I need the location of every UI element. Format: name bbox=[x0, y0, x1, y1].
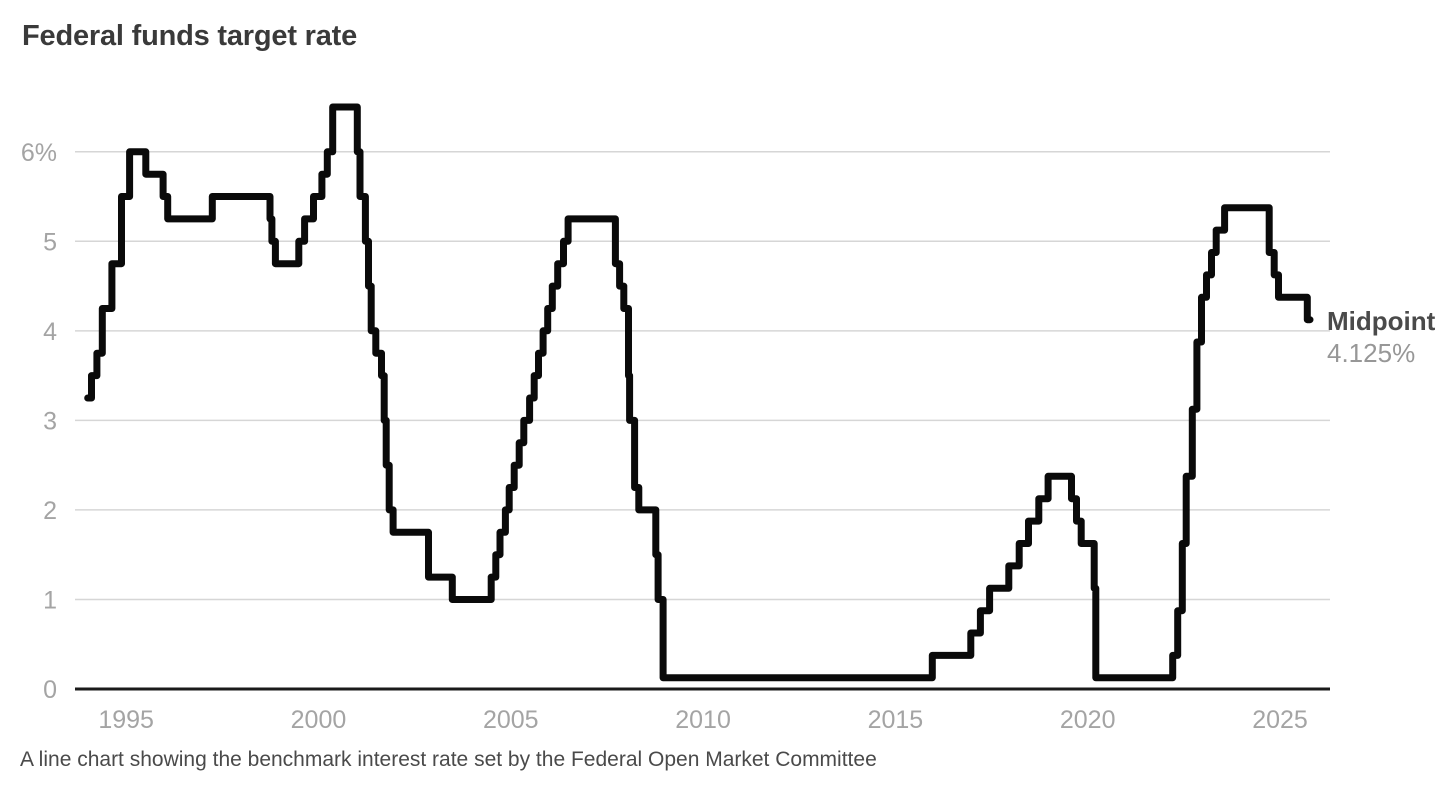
chart-caption: A line chart showing the benchmark inter… bbox=[20, 748, 877, 771]
y-tick-label: 2 bbox=[43, 497, 57, 525]
x-tick-label: 1995 bbox=[98, 706, 154, 734]
x-tick-label: 2010 bbox=[675, 706, 731, 734]
rate-line bbox=[84, 103, 1314, 682]
y-tick-label: 5 bbox=[43, 228, 57, 256]
end-annotation: Midpoint 4.125% bbox=[1327, 305, 1435, 369]
x-tick-label: 2000 bbox=[291, 706, 347, 734]
annotation-midpoint-value: 4.125% bbox=[1327, 338, 1416, 368]
x-tick-label: 2015 bbox=[868, 706, 924, 734]
y-tick-label: 4 bbox=[43, 318, 57, 346]
y-tick-label: 1 bbox=[43, 586, 57, 614]
x-tick-label: 2005 bbox=[483, 706, 539, 734]
y-tick-label: 3 bbox=[43, 407, 57, 435]
x-tick-label: 2020 bbox=[1060, 706, 1116, 734]
annotation-midpoint-label: Midpoint bbox=[1327, 306, 1436, 336]
x-tick-label: 2025 bbox=[1252, 706, 1308, 734]
y-tick-label: 6% bbox=[21, 139, 57, 167]
chart-title: Federal funds target rate bbox=[22, 20, 358, 52]
y-tick-label: 0 bbox=[43, 676, 57, 704]
